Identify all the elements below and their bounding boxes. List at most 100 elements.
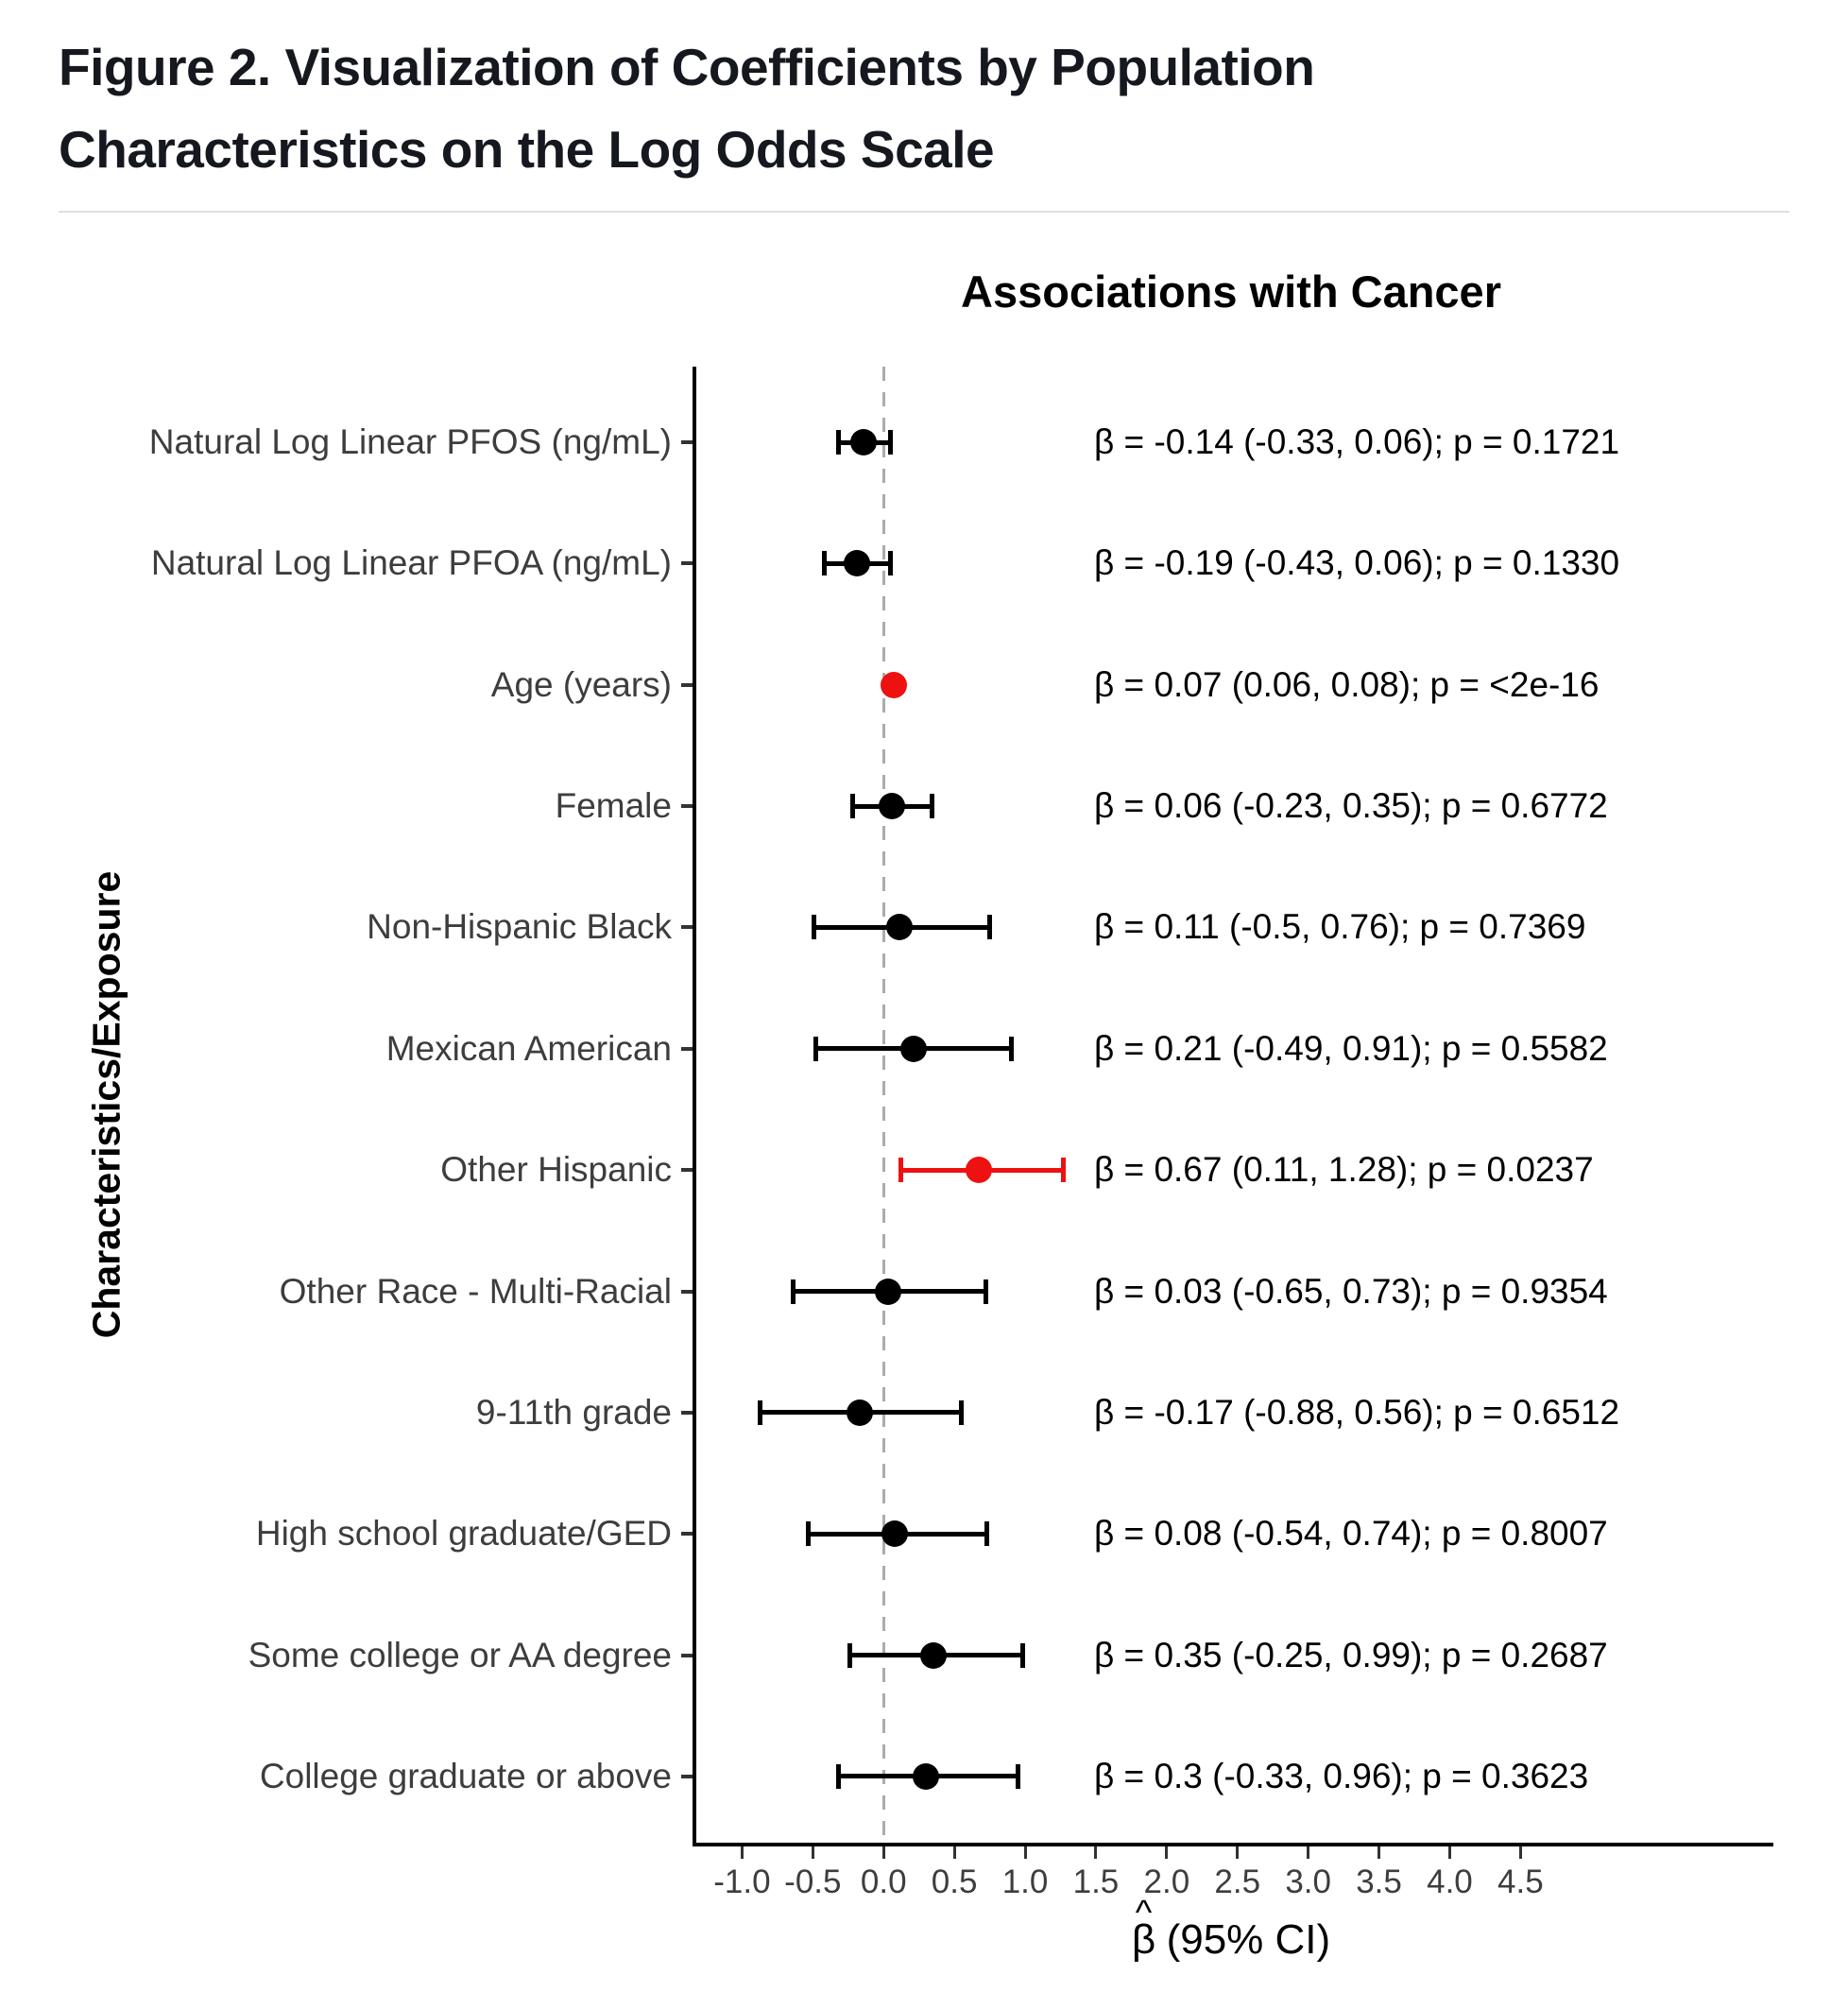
ci-cap-low bbox=[758, 1399, 763, 1425]
chart-title: Associations with Cancer bbox=[961, 266, 1501, 317]
category-label: Natural Log Linear PFOS (ng/mL) bbox=[148, 422, 672, 461]
x-axis-tick bbox=[740, 1846, 744, 1859]
y-axis-tick bbox=[681, 1532, 693, 1537]
x-axis-tick-label: 3.5 bbox=[1356, 1863, 1402, 1900]
estimate-point bbox=[919, 1641, 947, 1669]
x-axis-tick-label: 2.5 bbox=[1214, 1863, 1261, 1900]
x-axis-tick-label: 2.0 bbox=[1143, 1863, 1190, 1900]
category-label: Mexican American bbox=[385, 1028, 672, 1068]
estimate-point bbox=[913, 1762, 940, 1790]
estimate-point bbox=[899, 1035, 927, 1062]
beta-annotation: β = 0.06 (-0.23, 0.35); p = 0.6772 bbox=[1094, 786, 1608, 826]
y-axis-tick bbox=[681, 561, 693, 566]
x-axis-tick-label: 4.5 bbox=[1497, 1863, 1544, 1900]
x-axis-title: ^ β (95% CI) bbox=[693, 1894, 1770, 1964]
y-axis-tick bbox=[681, 1289, 693, 1294]
y-axis-tick bbox=[681, 1653, 693, 1657]
figure-title: Figure 2. Visualization of Coefficients … bbox=[59, 38, 1315, 179]
estimate-point bbox=[850, 429, 878, 455]
x-axis-tick bbox=[1518, 1846, 1522, 1859]
x-axis-tick bbox=[1165, 1846, 1169, 1859]
beta-glyph: β bbox=[1131, 1916, 1156, 1963]
ci-cap-high bbox=[987, 915, 993, 940]
ci-cap-low bbox=[812, 915, 817, 940]
ci-cap-low bbox=[821, 551, 827, 576]
category-label: College graduate or above bbox=[259, 1756, 672, 1795]
category-label: High school graduate/GED bbox=[255, 1514, 672, 1554]
beta-annotation: β = 0.35 (-0.25, 0.99); p = 0.2687 bbox=[1094, 1635, 1608, 1674]
ci-cap-low bbox=[790, 1279, 796, 1304]
x-axis-tick bbox=[1307, 1846, 1310, 1859]
zero-reference-line bbox=[881, 367, 885, 1843]
x-axis-tick bbox=[1023, 1846, 1027, 1859]
category-label: Female bbox=[555, 786, 672, 826]
beta-annotation: β = 0.11 (-0.5, 0.76); p = 0.7369 bbox=[1094, 907, 1586, 947]
ci-cap-high bbox=[888, 551, 894, 576]
ci-cap-low bbox=[849, 794, 855, 819]
ci-cap-low bbox=[806, 1521, 812, 1547]
x-axis-tick-label: 1.0 bbox=[1001, 1863, 1049, 1900]
ci-cap-high bbox=[1016, 1763, 1021, 1789]
x-axis-tick bbox=[952, 1846, 956, 1859]
hat-accent: ^ bbox=[1135, 1891, 1153, 1932]
x-axis-tick-label: 3.0 bbox=[1285, 1863, 1331, 1900]
y-axis-tick bbox=[681, 1046, 693, 1051]
estimate-point bbox=[880, 671, 907, 698]
plot-panel bbox=[693, 367, 1773, 1846]
divider bbox=[59, 211, 1789, 213]
estimate-point bbox=[881, 1520, 909, 1548]
y-axis-tick bbox=[681, 1774, 693, 1778]
y-axis-tick bbox=[681, 804, 693, 809]
x-axis-tick-label: -0.5 bbox=[784, 1863, 842, 1900]
estimate-point bbox=[846, 1399, 873, 1426]
beta-annotation: β = 0.03 (-0.65, 0.73); p = 0.9354 bbox=[1094, 1271, 1608, 1311]
y-axis-tick bbox=[681, 1168, 693, 1173]
y-axis-tick bbox=[681, 1410, 693, 1415]
category-label: 9-11th grade bbox=[475, 1392, 672, 1432]
category-label: Other Race - Multi-Racial bbox=[279, 1271, 672, 1311]
ci-cap-high bbox=[983, 1279, 988, 1304]
beta-annotation: β = -0.17 (-0.88, 0.56); p = 0.6512 bbox=[1094, 1392, 1620, 1432]
x-axis-tick bbox=[811, 1846, 814, 1859]
x-axis-tick-label: 4.0 bbox=[1427, 1863, 1473, 1900]
category-label: Non-Hispanic Black bbox=[367, 907, 672, 947]
x-axis-tick-label: 1.5 bbox=[1072, 1863, 1120, 1900]
x-axis-tick bbox=[1377, 1846, 1381, 1859]
x-axis-title-suffix: (95% CI) bbox=[1166, 1916, 1331, 1963]
ci-cap-low bbox=[898, 1158, 903, 1183]
ci-cap-high bbox=[929, 794, 934, 819]
estimate-point bbox=[885, 914, 913, 941]
estimate-point bbox=[879, 793, 906, 820]
y-axis-tick bbox=[681, 440, 693, 444]
ci-cap-low bbox=[847, 1642, 852, 1668]
x-axis-tick-label: 0.0 bbox=[860, 1863, 907, 1900]
estimate-point bbox=[965, 1157, 992, 1184]
ci-cap-high bbox=[959, 1399, 965, 1425]
beta-annotation: β = 0.3 (-0.33, 0.96); p = 0.3623 bbox=[1094, 1756, 1589, 1795]
beta-annotation: β = 0.21 (-0.49, 0.91); p = 0.5582 bbox=[1094, 1028, 1608, 1068]
y-axis-tick bbox=[681, 925, 693, 930]
beta-annotation: β = -0.14 (-0.33, 0.06); p = 0.1721 bbox=[1094, 422, 1620, 461]
category-label: Natural Log Linear PFOA (ng/mL) bbox=[150, 543, 672, 583]
ci-cap-low bbox=[835, 1763, 841, 1789]
category-label: Age (years) bbox=[490, 664, 672, 704]
x-axis-tick bbox=[1236, 1846, 1240, 1859]
estimate-point bbox=[843, 550, 870, 577]
beta-annotation: β = 0.07 (0.06, 0.08); p = <2e-16 bbox=[1094, 664, 1600, 704]
ci-cap-high bbox=[1060, 1158, 1066, 1183]
beta-annotation: β = 0.08 (-0.54, 0.74); p = 0.8007 bbox=[1094, 1514, 1608, 1554]
x-axis-tick bbox=[1094, 1846, 1098, 1859]
ci-cap-high bbox=[1008, 1036, 1014, 1061]
beta-hat-symbol: ^ β bbox=[1131, 1894, 1156, 1964]
beta-annotation: β = 0.67 (0.11, 1.28); p = 0.0237 bbox=[1094, 1150, 1594, 1190]
ci-cap-high bbox=[1019, 1642, 1025, 1668]
y-axis-tick bbox=[681, 682, 693, 687]
x-axis-tick-label: -1.0 bbox=[713, 1863, 771, 1900]
beta-annotation: β = -0.19 (-0.43, 0.06); p = 0.1330 bbox=[1094, 543, 1620, 583]
ci-cap-low bbox=[813, 1036, 818, 1061]
ci-cap-high bbox=[888, 430, 894, 455]
category-label: Some college or AA degree bbox=[248, 1635, 672, 1674]
